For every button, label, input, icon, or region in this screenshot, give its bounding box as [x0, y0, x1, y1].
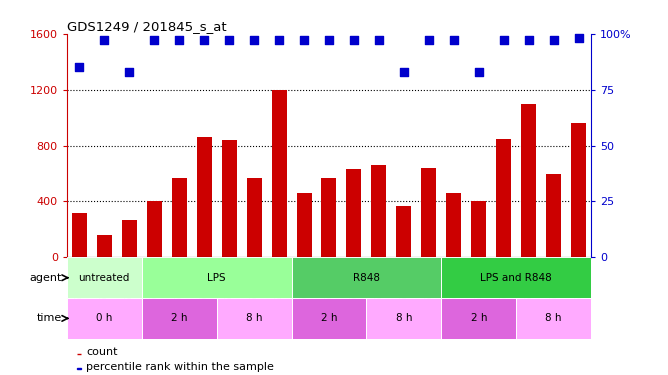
- Bar: [347, 170, 361, 257]
- Bar: [291, 298, 367, 339]
- Point: [99, 38, 110, 44]
- Bar: [142, 298, 216, 339]
- Bar: [546, 174, 561, 257]
- Bar: [246, 178, 262, 257]
- Bar: [472, 201, 486, 257]
- Text: 2 h: 2 h: [171, 314, 188, 323]
- Point: [498, 38, 509, 44]
- Text: untreated: untreated: [79, 273, 130, 283]
- Bar: [516, 298, 591, 339]
- Bar: [71, 213, 87, 257]
- Text: time: time: [36, 314, 61, 323]
- Bar: [222, 140, 236, 257]
- Bar: [67, 298, 142, 339]
- Point: [199, 38, 210, 44]
- Point: [224, 38, 234, 44]
- Point: [373, 38, 384, 44]
- Point: [474, 69, 484, 75]
- Bar: [67, 257, 142, 298]
- Bar: [367, 298, 442, 339]
- Point: [573, 35, 584, 41]
- Text: LPS and R848: LPS and R848: [480, 273, 552, 283]
- FancyBboxPatch shape: [77, 368, 81, 369]
- Text: 2 h: 2 h: [321, 314, 337, 323]
- Bar: [122, 220, 137, 257]
- Point: [124, 69, 134, 75]
- Point: [174, 38, 184, 44]
- Text: LPS: LPS: [207, 273, 226, 283]
- Point: [424, 38, 434, 44]
- Bar: [272, 90, 287, 257]
- Text: 0 h: 0 h: [96, 314, 112, 323]
- Bar: [172, 178, 186, 257]
- Text: percentile rank within the sample: percentile rank within the sample: [86, 362, 274, 372]
- Bar: [422, 168, 436, 257]
- Bar: [371, 165, 386, 257]
- Bar: [216, 298, 291, 339]
- Bar: [297, 193, 311, 257]
- Text: 8 h: 8 h: [546, 314, 562, 323]
- Bar: [396, 206, 411, 257]
- Point: [548, 38, 559, 44]
- Bar: [142, 257, 291, 298]
- Bar: [321, 178, 337, 257]
- Point: [448, 38, 459, 44]
- Text: R848: R848: [353, 273, 380, 283]
- Point: [399, 69, 409, 75]
- Bar: [291, 257, 442, 298]
- Bar: [147, 201, 162, 257]
- Text: 8 h: 8 h: [395, 314, 412, 323]
- Point: [248, 38, 259, 44]
- Text: count: count: [86, 347, 118, 357]
- Text: 8 h: 8 h: [246, 314, 263, 323]
- Bar: [521, 104, 536, 257]
- Bar: [97, 235, 112, 257]
- Point: [524, 38, 534, 44]
- Point: [149, 38, 160, 44]
- Text: GDS1249 / 201845_s_at: GDS1249 / 201845_s_at: [67, 20, 226, 33]
- Point: [349, 38, 359, 44]
- Bar: [571, 123, 587, 257]
- Point: [274, 38, 285, 44]
- Point: [323, 38, 334, 44]
- Bar: [496, 139, 511, 257]
- Bar: [442, 298, 516, 339]
- Point: [299, 38, 309, 44]
- Text: 2 h: 2 h: [470, 314, 487, 323]
- Bar: [196, 137, 212, 257]
- Text: agent: agent: [29, 273, 61, 283]
- Bar: [446, 193, 462, 257]
- Bar: [442, 257, 591, 298]
- Point: [74, 64, 85, 70]
